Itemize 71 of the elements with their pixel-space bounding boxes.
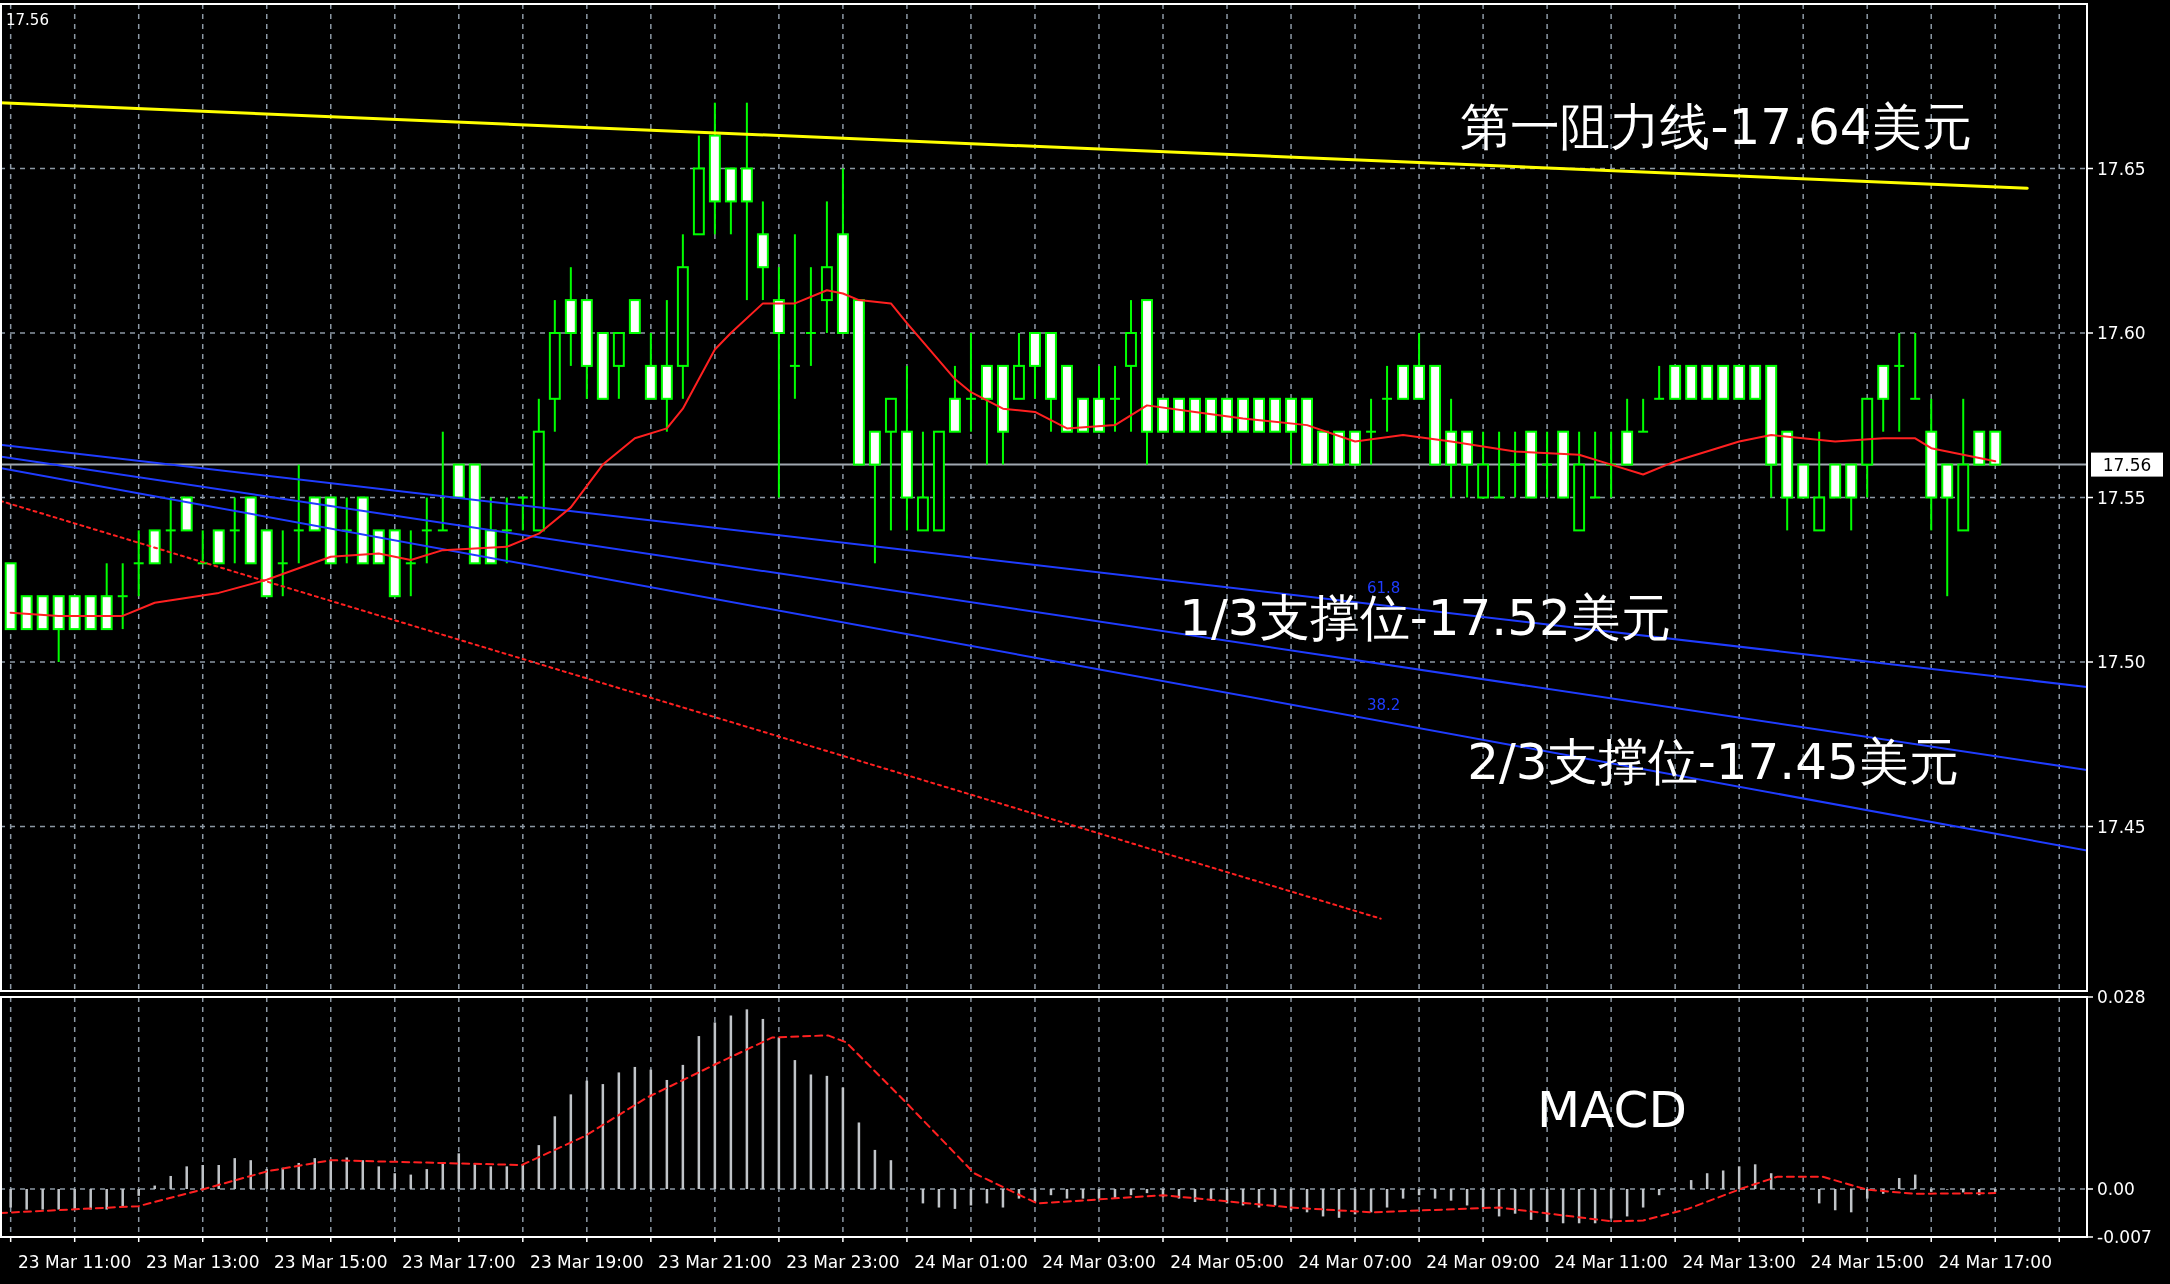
candlestick [1893, 332, 1906, 433]
bar [281, 1167, 284, 1189]
candlestick [1509, 430, 1522, 499]
x-tick-label: 23 Mar 19:00 [530, 1252, 644, 1272]
bar [169, 1175, 172, 1189]
bar [217, 1165, 220, 1189]
x-tick-label: 23 Mar 15:00 [274, 1252, 388, 1272]
y-tick-label: 17.50 [2097, 652, 2146, 672]
annotation: MACD [1537, 1081, 1687, 1139]
x-tick-label: 24 Mar 11:00 [1554, 1252, 1668, 1272]
bar [121, 1189, 124, 1207]
x-tick-label: 23 Mar 11:00 [17, 1252, 132, 1272]
ref-line-label: 17.56 [2102, 454, 2152, 475]
candlestick [804, 266, 817, 367]
candlestick [292, 463, 305, 565]
x-tick-label: 24 Mar 05:00 [1170, 1252, 1284, 1272]
candlestick [1541, 430, 1554, 499]
x-tick-label: 23 Mar 17:00 [402, 1252, 516, 1272]
candlestick [516, 496, 529, 532]
candlestick [500, 496, 513, 565]
annotation: 第一阻力线-17.64美元 [1460, 98, 1972, 156]
y-tick-label: 17.60 [2097, 323, 2146, 343]
y-tick-label: -0.007 [2097, 1227, 2152, 1247]
bar [249, 1160, 252, 1189]
bar [265, 1169, 268, 1189]
bar [201, 1165, 204, 1189]
y-tick-label: 17.45 [2097, 816, 2146, 837]
candlestick [404, 529, 417, 598]
x-tick-label: 24 Mar 17:00 [1938, 1252, 2052, 1272]
candlestick [1381, 364, 1394, 433]
bar [137, 1189, 140, 1196]
bar [153, 1185, 156, 1189]
x-tick-label: 24 Mar 09:00 [1426, 1252, 1540, 1272]
candlestick [420, 496, 433, 565]
candlestick [132, 529, 145, 598]
bar [185, 1166, 188, 1189]
candlestick [436, 430, 449, 532]
candlestick [1589, 430, 1602, 499]
bar [9, 1189, 12, 1208]
x-tick-label: 24 Mar 01:00 [914, 1252, 1028, 1272]
candlestick [116, 562, 129, 631]
bar [25, 1189, 28, 1210]
candlestick [1637, 397, 1650, 433]
bar [57, 1189, 60, 1210]
x-tick-label: 24 Mar 15:00 [1810, 1252, 1924, 1272]
candlestick [964, 332, 977, 433]
bar [41, 1189, 44, 1210]
bar [105, 1189, 108, 1210]
candlestick [276, 529, 289, 598]
y-tick-label: 0.028 [2097, 987, 2146, 1007]
candlestick [1653, 364, 1666, 400]
y-tick-label: 0.00 [2097, 1179, 2135, 1199]
x-tick-label: 23 Mar 23:00 [786, 1252, 900, 1272]
bar [233, 1158, 236, 1189]
x-tick-label: 24 Mar 13:00 [1682, 1252, 1796, 1272]
y-tick-label: 17.65 [2097, 158, 2146, 179]
candlestick [788, 233, 801, 400]
x-tick-label: 24 Mar 07:00 [1298, 1252, 1412, 1272]
candlestick [1109, 364, 1121, 433]
candlestick [1365, 397, 1378, 466]
bar [89, 1189, 92, 1210]
candlestick [1909, 332, 1922, 400]
candlestick [1493, 430, 1506, 499]
y-tick-label: 17.55 [2097, 487, 2146, 508]
candlestick [228, 496, 241, 565]
annotation: 17.56 [6, 11, 49, 29]
series-label: 38.2 [1366, 695, 1401, 714]
bar [73, 1189, 76, 1210]
x-tick-label: 24 Mar 03:00 [1042, 1252, 1156, 1272]
x-tick-label: 23 Mar 21:00 [658, 1252, 772, 1272]
x-tick-label: 23 Mar 13:00 [145, 1252, 260, 1272]
